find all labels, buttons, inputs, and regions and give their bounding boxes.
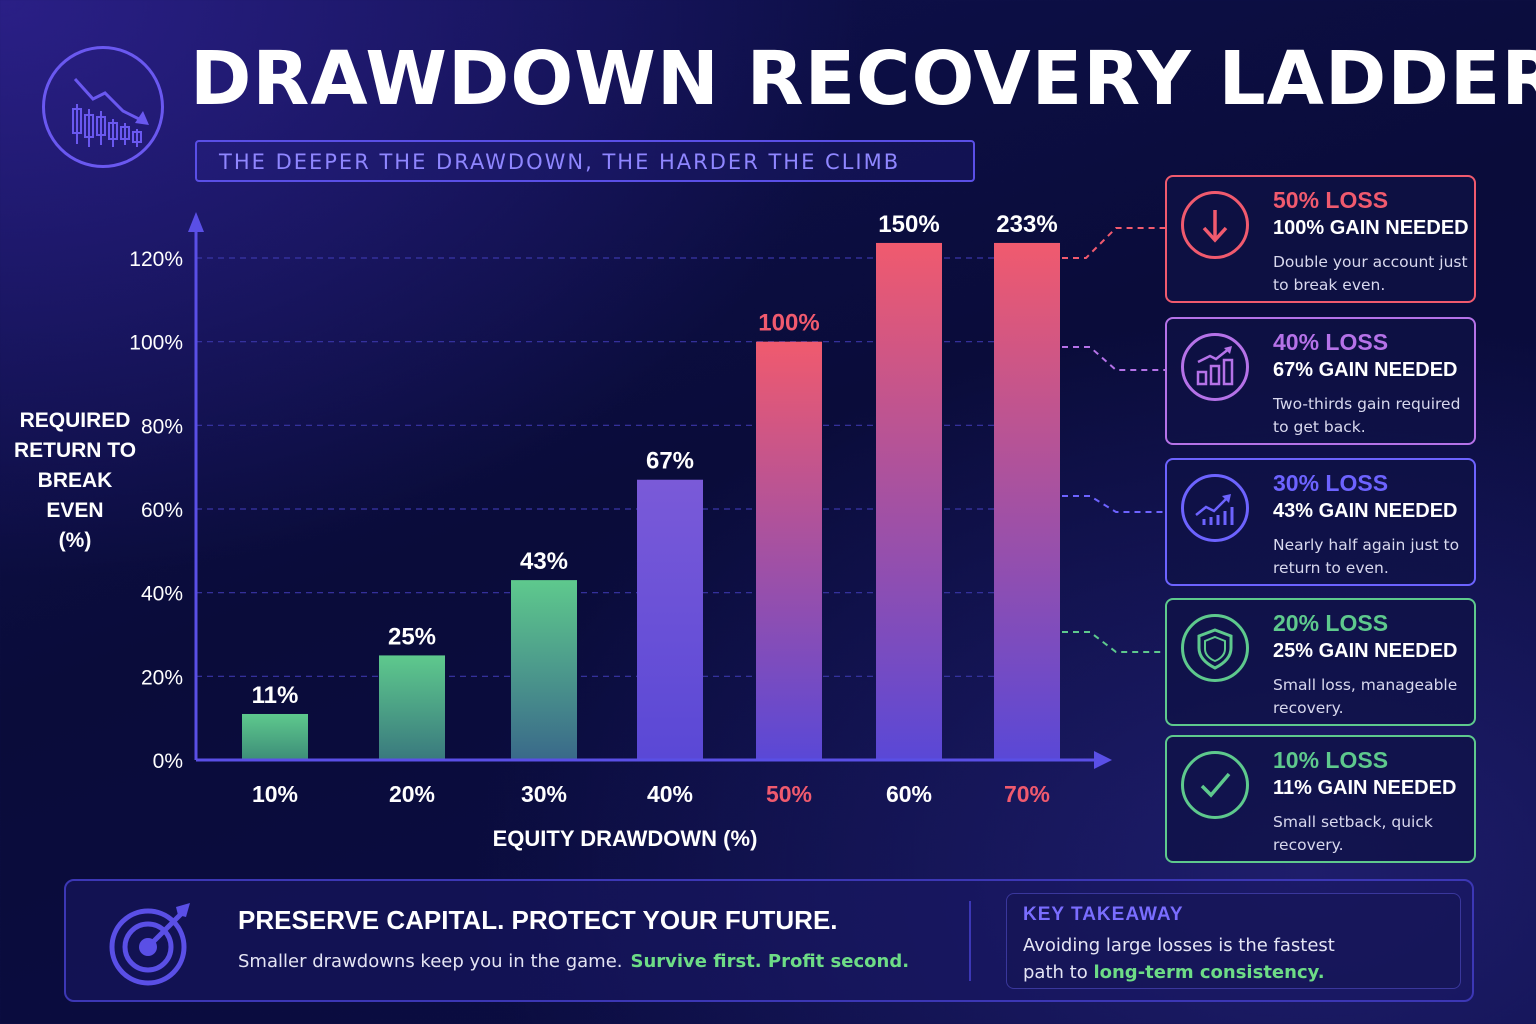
y-tick-label: 20% bbox=[141, 666, 183, 689]
down-arrow-icon bbox=[1181, 191, 1249, 259]
bar-20pct bbox=[379, 655, 445, 759]
card-40pct-loss: 40% LOSS 67% GAIN NEEDED Two-thirds gain r… bbox=[1165, 317, 1476, 445]
page-subtitle: THE DEEPER THE DRAWDOWN, THE HARDER THE … bbox=[219, 150, 901, 174]
checkmark-icon bbox=[1181, 751, 1249, 819]
card-description: Small setback, quick recovery. bbox=[1273, 813, 1433, 854]
y-axis-arrow bbox=[188, 212, 204, 232]
y-tick-label: 100% bbox=[129, 332, 183, 355]
y-tick-label: 80% bbox=[141, 415, 183, 438]
y-tick-label: 120% bbox=[129, 248, 183, 271]
y-axis-title-line: BREAK EVEN bbox=[37, 469, 113, 522]
x-tick-label: 10% bbox=[252, 781, 298, 807]
bar-30pct bbox=[511, 580, 577, 759]
x-tick-label: 40% bbox=[647, 781, 693, 807]
card-loss-label: 40% LOSS bbox=[1273, 329, 1389, 355]
card-50pct-loss: 50% LOSS 100% GAIN NEEDED Double your acco… bbox=[1165, 175, 1476, 303]
shield-icon bbox=[1181, 614, 1249, 682]
bottom-panel: PRESERVE CAPITAL. PROTECT YOUR FUTURE. S… bbox=[64, 879, 1474, 1002]
card-description: Double your account just to break even. bbox=[1273, 253, 1468, 294]
bar-value-label: 25% bbox=[388, 623, 436, 650]
target-icon bbox=[106, 893, 202, 989]
footer-text-highlight: Survive first. Profit second. bbox=[630, 951, 910, 972]
x-tick-label: 20% bbox=[389, 781, 435, 807]
card-loss-label: 10% LOSS bbox=[1273, 747, 1389, 773]
y-axis-title: REQUIRED RETURN TO BREAK EVEN (%) bbox=[10, 406, 140, 556]
bar-value-label: 11% bbox=[252, 682, 299, 709]
card-loss-label: 30% LOSS bbox=[1273, 470, 1389, 496]
card-description: Small loss, manageable recovery. bbox=[1273, 676, 1458, 717]
x-tick-label: 50% bbox=[766, 781, 812, 807]
bar-value-label: 43% bbox=[520, 548, 568, 575]
key-takeaway-highlight: long-term consistency. bbox=[1093, 962, 1325, 983]
page-title: DRAWDOWN RECOVERY LADDER bbox=[190, 36, 1536, 122]
card-description: Two-thirds gain required to get back. bbox=[1273, 395, 1461, 436]
x-axis-title: EQUITY DRAWDOWN (%) bbox=[492, 826, 758, 851]
card-20pct-loss: 20% LOSS 25% GAIN NEEDED Small loss, manag… bbox=[1165, 598, 1476, 726]
bar-value-label: 233% bbox=[996, 211, 1057, 238]
y-tick-label: 40% bbox=[141, 583, 183, 606]
footer-text: Smaller drawdowns keep you in the game. S… bbox=[238, 951, 909, 972]
logo-badge bbox=[42, 46, 164, 168]
x-axis-arrow bbox=[1094, 751, 1112, 769]
bar-40pct bbox=[637, 479, 703, 759]
card-gain-label: 11% GAIN NEEDED bbox=[1273, 777, 1457, 799]
y-axis-title-line: REQUIRED bbox=[19, 409, 131, 432]
card-10pct-loss: 10% LOSS 11% GAIN NEEDED Small setback, qu… bbox=[1165, 735, 1476, 863]
key-takeaway-title: KEY TAKEAWAY bbox=[1023, 904, 1184, 925]
card-gain-label: 67% GAIN NEEDED bbox=[1273, 359, 1458, 381]
key-takeaway-main: Avoiding large losses is the fastest pat… bbox=[1023, 935, 1335, 983]
footer-heading: PRESERVE CAPITAL. PROTECT YOUR FUTURE. bbox=[238, 905, 838, 935]
card-loss-label: 50% LOSS bbox=[1273, 187, 1389, 213]
bar-70pct bbox=[994, 242, 1060, 759]
falling-candlestick-chart-icon bbox=[72, 77, 149, 147]
card-gain-label: 43% GAIN NEEDED bbox=[1273, 500, 1458, 522]
rising-bars-icon bbox=[1181, 333, 1249, 401]
subtitle-banner: THE DEEPER THE DRAWDOWN, THE HARDER THE … bbox=[195, 140, 975, 182]
card-loss-label: 20% LOSS bbox=[1273, 610, 1389, 636]
bar-60pct bbox=[876, 242, 942, 759]
y-axis-title-line: (%) bbox=[58, 529, 92, 552]
y-tick-label: 0% bbox=[153, 750, 183, 773]
card-description: Nearly half again just to return to even… bbox=[1273, 536, 1460, 577]
card-gain-label: 100% GAIN NEEDED bbox=[1273, 217, 1469, 239]
card-30pct-loss: 30% LOSS 43% GAIN NEEDED Nearly half again… bbox=[1165, 458, 1476, 586]
card-gain-label: 25% GAIN NEEDED bbox=[1273, 640, 1458, 662]
footer-text-main: Smaller drawdowns keep you in the game. bbox=[238, 951, 623, 972]
bar-10pct bbox=[242, 713, 308, 759]
bar-value-label: 67% bbox=[646, 448, 694, 475]
x-tick-label: 70% bbox=[1004, 781, 1050, 807]
bar-chart: 0% 20% 40% 60% 80% 100% 120% 11% 10% 25% 20% 43% 30%… bbox=[129, 211, 1112, 807]
y-tick-label: 60% bbox=[141, 499, 183, 522]
key-takeaway-box: KEY TAKEAWAY Avoiding large losses is th… bbox=[1006, 893, 1461, 989]
bar-value-label: 150% bbox=[878, 211, 939, 238]
bar-50pct bbox=[756, 341, 822, 759]
key-takeaway-text: Avoiding large losses is the fastest pat… bbox=[1023, 932, 1353, 986]
y-axis-title-line: RETURN TO bbox=[13, 439, 137, 462]
x-tick-label: 30% bbox=[521, 781, 567, 807]
footer-divider bbox=[969, 901, 971, 981]
x-tick-label: 60% bbox=[886, 781, 932, 807]
growth-chart-icon bbox=[1181, 474, 1249, 542]
bar-value-label: 100% bbox=[758, 310, 819, 337]
